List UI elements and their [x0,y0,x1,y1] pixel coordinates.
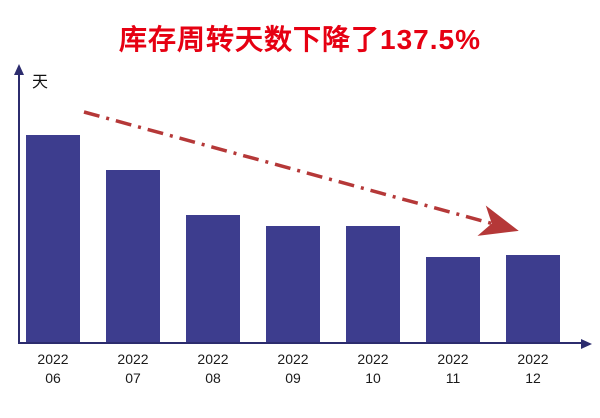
bar [266,226,320,342]
bar-column: 2022 09 [266,80,320,386]
bar [426,256,480,342]
x-tick-label: 2022 06 [37,351,69,386]
x-tick-label: 2022 12 [517,351,549,386]
y-axis-label: 天 [32,74,49,91]
bar-column: 2022 06 [26,80,80,386]
x-tick-label: 2022 11 [437,351,469,386]
y-axis-arrow-icon [14,64,24,75]
x-tick-label: 2022 07 [117,351,149,386]
bar [506,254,560,342]
chart-title: 库存周转天数下降了137.5% [119,24,481,55]
bar [346,226,400,342]
bar-column: 2022 07 [106,80,160,386]
bar-column: 2022 10 [346,80,400,386]
x-tick-label: 2022 09 [277,351,309,386]
x-tick-label: 2022 10 [357,351,389,386]
bar-column: 2022 11 [426,80,480,386]
bar [26,134,80,342]
bar [106,169,160,342]
x-axis [18,342,582,344]
plot-area: 2022 06 2022 07 2022 08 2022 09 2022 10 2022 11 2022… [26,80,560,386]
x-axis-arrow-icon [581,339,592,349]
x-tick-label: 2022 08 [197,351,229,386]
bar [186,215,240,342]
y-axis [18,74,20,344]
bar-column: 2022 08 [186,80,240,386]
bar-chart: 天 2022 06 2022 07 2022 08 2022 09 2022 10 2022 11 20… [0,60,600,390]
bar-column: 2022 12 [506,80,560,386]
